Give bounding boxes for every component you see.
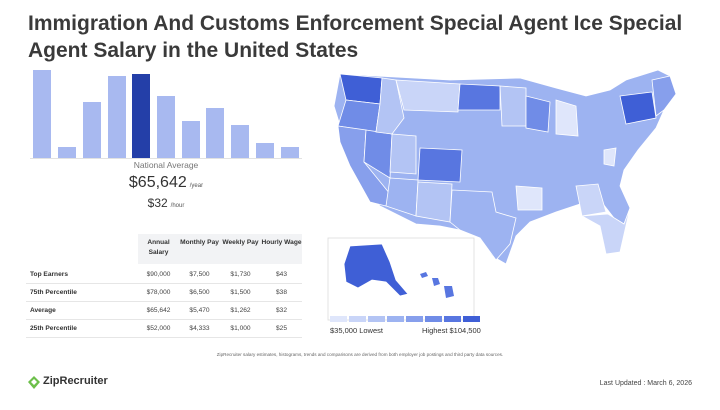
new-england-shape bbox=[651, 75, 677, 117]
table-row: Average $65,642 $5,470 $1,262 $32 bbox=[26, 302, 302, 320]
table-cell: $25 bbox=[275, 325, 287, 332]
legend-high-label: Highest $104,500 bbox=[422, 326, 481, 335]
table-cell: $1,730 bbox=[230, 271, 251, 278]
legend-swatch bbox=[406, 316, 423, 322]
legend-swatch bbox=[463, 316, 480, 322]
table-cell: $5,470 bbox=[189, 307, 210, 314]
histogram-bar bbox=[132, 74, 151, 158]
table-cell: $90,000 bbox=[146, 271, 171, 278]
legend-swatch bbox=[444, 316, 461, 322]
hourly-salary: $32/hour bbox=[30, 194, 302, 212]
legend-swatch bbox=[330, 316, 347, 322]
histogram-bar bbox=[82, 102, 101, 158]
table-cell: $52,000 bbox=[146, 325, 171, 332]
histogram-bar bbox=[181, 121, 200, 158]
page-title: Immigration And Customs Enforcement Spec… bbox=[28, 12, 683, 62]
legend-swatch bbox=[349, 316, 366, 322]
montana-shape bbox=[395, 79, 461, 113]
legend-swatch bbox=[387, 316, 404, 322]
table-row: 75th Percentile $78,000 $6,500 $1,500 $3… bbox=[26, 284, 302, 302]
histogram-bar bbox=[206, 108, 225, 158]
legend-low-label: $35,000 Lowest bbox=[330, 326, 383, 335]
washington-shape bbox=[339, 73, 383, 105]
legend-swatch bbox=[425, 316, 442, 322]
table-cell: $4,333 bbox=[189, 325, 210, 332]
hawaii-shape bbox=[420, 272, 454, 298]
table-cell: $6,500 bbox=[189, 289, 210, 296]
georgia-shape bbox=[575, 183, 607, 217]
new-york-shape bbox=[619, 91, 657, 125]
table-header: Annual Salary Monthly Pay Weekly Pay Hou… bbox=[138, 234, 302, 264]
table-row: 25th Percentile $52,000 $4,333 $1,000 $2… bbox=[26, 320, 302, 338]
table-cell: $38 bbox=[275, 289, 287, 296]
arkansas-shape bbox=[515, 185, 543, 211]
legend-swatch bbox=[368, 316, 385, 322]
florida-shape bbox=[580, 207, 631, 255]
salary-histogram bbox=[30, 70, 302, 159]
hourly-unit: /hour bbox=[170, 203, 185, 209]
row-label: 75th Percentile bbox=[30, 289, 77, 296]
national-average-label: National Average bbox=[133, 160, 199, 170]
row-label: Average bbox=[30, 307, 56, 314]
logo-text: ZipRecruiter bbox=[43, 375, 108, 387]
table-cell: $32 bbox=[275, 307, 287, 314]
column-header-weekly: Weekly Pay bbox=[222, 239, 259, 246]
west-virginia-shape bbox=[603, 147, 617, 167]
table-cell: $43 bbox=[275, 271, 287, 278]
histogram-bar bbox=[157, 96, 175, 158]
yearly-salary-value: $65,642 bbox=[128, 174, 187, 191]
table-cell: $1,262 bbox=[230, 307, 251, 314]
histogram-bar bbox=[107, 76, 126, 158]
table-cell: $1,500 bbox=[230, 289, 251, 296]
row-label: Top Earners bbox=[30, 271, 68, 278]
table-cell: $78,000 bbox=[146, 289, 171, 296]
histogram-bar bbox=[280, 147, 299, 158]
table-cell: $65,642 bbox=[146, 307, 171, 314]
colorado-shape bbox=[417, 147, 463, 183]
michigan-shape bbox=[555, 99, 579, 137]
yearly-salary: $65,642/year bbox=[30, 174, 302, 192]
column-header-annual: Annual Salary bbox=[147, 239, 170, 256]
column-header-monthly: Monthly Pay bbox=[180, 239, 219, 246]
table-row: Top Earners $90,000 $7,500 $1,730 $43 bbox=[26, 266, 302, 284]
footnote: ZipRecruiter salary estimates, histogram… bbox=[216, 352, 504, 357]
histogram-bar bbox=[33, 70, 52, 158]
histogram-bar bbox=[255, 143, 274, 158]
yearly-unit: /year bbox=[189, 183, 204, 189]
row-label: 25th Percentile bbox=[30, 325, 77, 332]
wisconsin-shape bbox=[525, 95, 551, 133]
us-salary-map bbox=[327, 69, 677, 321]
histogram-bar bbox=[231, 125, 250, 158]
table-cell: $1,000 bbox=[230, 325, 251, 332]
histogram-bar bbox=[58, 147, 77, 158]
ziprecruiter-icon bbox=[28, 376, 40, 389]
hourly-salary-value: $32 bbox=[147, 196, 168, 210]
north-dakota-shape bbox=[457, 83, 501, 111]
histogram-baseline bbox=[30, 158, 302, 159]
texas-shape bbox=[449, 189, 517, 261]
salary-color-legend bbox=[330, 316, 490, 326]
alaska-shape bbox=[343, 243, 409, 297]
table-cell: $7,500 bbox=[189, 271, 210, 278]
minnesota-shape bbox=[499, 85, 527, 127]
utah-shape bbox=[389, 133, 417, 175]
new-mexico-shape bbox=[415, 181, 453, 223]
last-updated: Last Updated : March 6, 2026 bbox=[599, 380, 692, 387]
column-header-hourly: Hourly Wage bbox=[261, 239, 302, 246]
